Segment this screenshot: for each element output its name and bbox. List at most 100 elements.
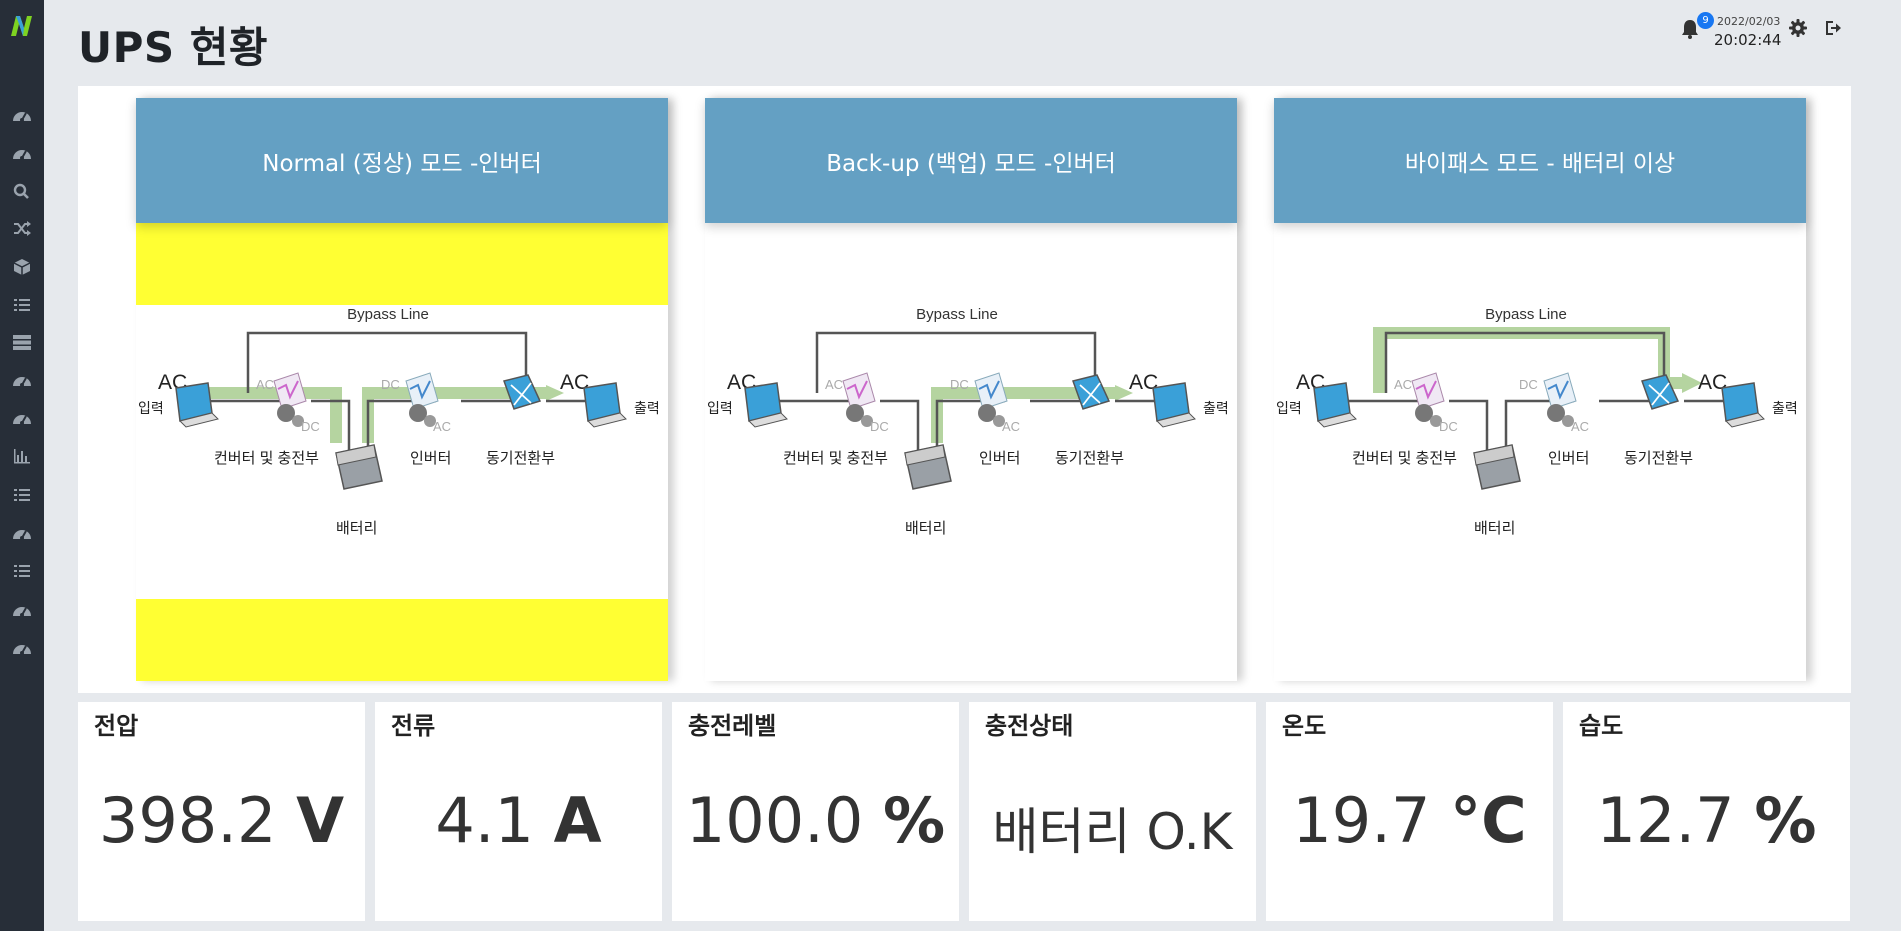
svg-text:배터리: 배터리: [336, 520, 377, 537]
dashboard-icon[interactable]: [11, 524, 33, 542]
metric-unit: °C: [1450, 784, 1527, 857]
bell-icon[interactable]: [1679, 18, 1701, 40]
svg-text:AC: AC: [1571, 419, 1589, 434]
dashboard-icon[interactable]: [11, 409, 33, 427]
svg-text:AC: AC: [256, 377, 274, 392]
app-logo[interactable]: [8, 12, 36, 40]
inverter-unit: DC AC: [1519, 372, 1589, 434]
metric-number: 12.7: [1596, 784, 1735, 857]
metric-card: 전류 4.1 A: [375, 702, 662, 921]
svg-text:AC: AC: [433, 419, 451, 434]
metric-value: 4.1 A: [375, 784, 662, 857]
search-icon[interactable]: [11, 182, 33, 200]
dashboard-icon[interactable]: [11, 639, 33, 657]
svg-text:출력: 출력: [634, 400, 660, 416]
svg-text:인버터: 인버터: [979, 450, 1020, 467]
cube-icon[interactable]: [11, 258, 33, 276]
list-icon[interactable]: [11, 296, 33, 314]
logout-icon[interactable]: [1823, 18, 1843, 38]
ac-input-monitor: [744, 382, 788, 428]
list-icon[interactable]: [11, 486, 33, 504]
metric-value: 배터리 O.K: [969, 792, 1256, 864]
bypass-line-label: Bypass Line: [347, 306, 429, 323]
metric-label: 충전레벨: [688, 712, 777, 740]
status-highlight-band: [136, 223, 668, 305]
svg-text:AC: AC: [560, 371, 589, 394]
metric-number: 4.1: [435, 784, 534, 857]
ac-output-monitor: [583, 382, 627, 428]
mode-header: 바이패스 모드 - 배터리 이상: [1274, 98, 1806, 223]
switch-unit: [503, 374, 542, 410]
metric-label: 전류: [391, 712, 436, 740]
svg-text:입력: 입력: [138, 400, 164, 416]
metric-number: 398.2: [98, 784, 277, 857]
dashboard-icon[interactable]: [11, 371, 33, 389]
status-highlight-band: [136, 599, 668, 681]
mode-title: 바이패스 모드 - 배터리 이상: [1404, 151, 1676, 177]
mode-header: Normal (정상) 모드 -인버터: [136, 98, 668, 223]
svg-text:인버터: 인버터: [410, 450, 451, 467]
mode-title: Normal (정상) 모드 -인버터: [262, 151, 542, 177]
battery-unit: [335, 444, 383, 490]
switch-unit: [1072, 374, 1111, 410]
metric-label: 습도: [1579, 712, 1624, 740]
dashboard-icon[interactable]: [11, 106, 33, 124]
switch-unit: [1641, 374, 1680, 410]
converter-unit: AC DC: [825, 372, 889, 434]
svg-text:DC: DC: [1439, 419, 1458, 434]
svg-text:출력: 출력: [1203, 400, 1229, 416]
svg-text:AC: AC: [1002, 419, 1020, 434]
mode-title: Back-up (백업) 모드 -인버터: [826, 151, 1116, 177]
dashboard-icon[interactable]: [11, 144, 33, 162]
svg-text:DC: DC: [381, 377, 400, 392]
header-date: 2022/02/03: [1717, 15, 1781, 28]
metric-card: 충전상태 배터리 O.K: [969, 702, 1256, 921]
svg-text:AC: AC: [825, 377, 843, 392]
metric-label: 온도: [1282, 712, 1327, 740]
notification-badge[interactable]: 9: [1697, 12, 1714, 29]
metric-value: 12.7 %: [1563, 784, 1850, 857]
dashboard-icon[interactable]: [11, 601, 33, 619]
svg-text:배터리: 배터리: [1474, 520, 1515, 537]
svg-text:입력: 입력: [1276, 400, 1302, 416]
svg-text:AC: AC: [1698, 371, 1727, 394]
ac-output-monitor: [1721, 382, 1765, 428]
converter-unit: AC DC: [256, 372, 320, 434]
mode-diagram: Bypass Line AC 입력 AC 출력 AC DC: [1274, 293, 1806, 553]
bypass-line-label: Bypass Line: [1485, 306, 1567, 323]
svg-text:배터리: 배터리: [905, 520, 946, 537]
metric-label: 전압: [94, 712, 139, 740]
metric-value: 19.7 °C: [1266, 784, 1553, 857]
svg-text:컨버터 및 충전부: 컨버터 및 충전부: [214, 450, 319, 467]
gear-icon[interactable]: [1788, 18, 1808, 38]
shuffle-icon[interactable]: [11, 220, 33, 238]
ups-flow-diagram: Bypass Line AC 입력 AC 출력 AC DC: [707, 306, 1229, 537]
list-icon[interactable]: [11, 562, 33, 580]
metric-unit: V: [296, 784, 345, 857]
mode-card-normal: Normal (정상) 모드 -인버터 Bypass Line AC 입력 AC…: [136, 98, 668, 681]
svg-text:DC: DC: [950, 377, 969, 392]
ups-flow-diagram: Bypass Line AC 입력 AC 출력 AC DC: [1276, 306, 1798, 537]
mode-card-backup: Back-up (백업) 모드 -인버터 Bypass Line AC 입력 A…: [705, 98, 1237, 681]
inverter-unit: DC AC: [950, 372, 1020, 434]
metric-number: 배터리 O.K: [992, 803, 1233, 861]
metric-number: 100.0: [685, 784, 864, 857]
header-time: 20:02:44: [1714, 31, 1782, 49]
server-icon[interactable]: [11, 333, 33, 351]
bar-chart-icon[interactable]: [11, 447, 33, 465]
svg-text:DC: DC: [301, 419, 320, 434]
inverter-unit: DC AC: [381, 372, 451, 434]
ac-output-monitor: [1152, 382, 1196, 428]
mode-diagram: Bypass Line AC 입력 AC 출력 AC DC: [705, 293, 1237, 553]
svg-text:DC: DC: [870, 419, 889, 434]
ac-input-monitor: [1313, 382, 1357, 428]
metric-unit: %: [1754, 784, 1817, 857]
svg-text:AC: AC: [1394, 377, 1412, 392]
ac-input-monitor: [175, 382, 219, 428]
battery-unit: [904, 444, 952, 490]
metric-card: 충전레벨 100.0 %: [672, 702, 959, 921]
metric-label: 충전상태: [985, 712, 1074, 740]
mode-diagram: Bypass Line AC 입력 AC 출력 AC DC: [136, 293, 668, 553]
svg-text:인버터: 인버터: [1548, 450, 1589, 467]
metric-card: 전압 398.2 V: [78, 702, 365, 921]
